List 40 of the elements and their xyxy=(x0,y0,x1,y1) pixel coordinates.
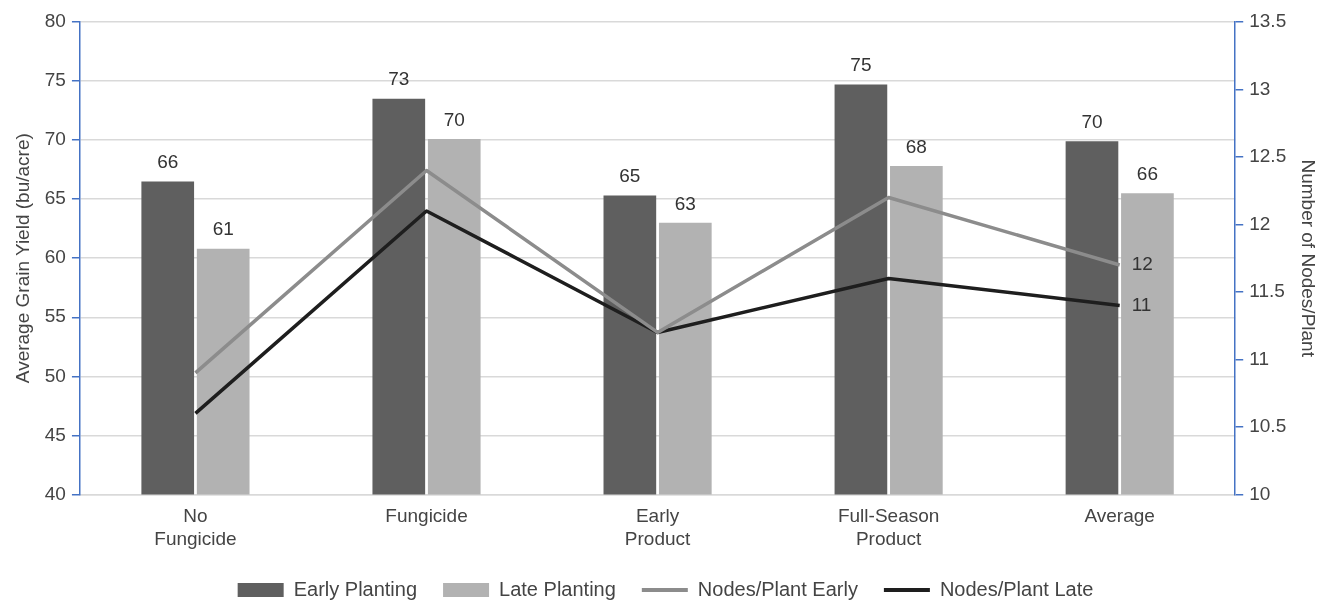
y-tick-label: 55 xyxy=(44,305,66,327)
x-tick-label: Average xyxy=(1084,505,1155,527)
data-label: 70 xyxy=(443,108,465,130)
y-tick-label: 75 xyxy=(44,69,66,91)
y-tick-label: 65 xyxy=(44,187,66,209)
y-tick-label: 80 xyxy=(44,10,66,32)
x-tick-label: Early Product xyxy=(624,505,692,549)
y2-axis-title: Number of Nodes/Plant xyxy=(1298,159,1320,358)
y2-tick-label: 12.5 xyxy=(1249,145,1287,167)
x-tick-label: No Fungicide xyxy=(154,505,237,549)
data-label: 65 xyxy=(619,165,641,187)
data-label: 73 xyxy=(388,68,410,90)
data-label: 68 xyxy=(905,135,927,157)
y2-tick-label: 10.5 xyxy=(1249,415,1287,437)
data-label: 61 xyxy=(212,218,234,240)
data-label: 11 xyxy=(1131,293,1152,315)
legend-label: Late Planting xyxy=(499,577,616,600)
data-label: 66 xyxy=(157,151,179,173)
legend-label: Nodes/Plant Early xyxy=(697,577,858,600)
data-label: 75 xyxy=(850,54,872,76)
legend-label: Nodes/Plant Late xyxy=(939,577,1094,600)
y2-tick-label: 13 xyxy=(1249,77,1271,99)
data-label: 12 xyxy=(1131,253,1153,275)
y-tick-label: 50 xyxy=(44,364,66,386)
y2-tick-label: 10 xyxy=(1249,482,1271,504)
y-tick-label: 45 xyxy=(44,423,66,445)
y-tick-label: 70 xyxy=(44,128,66,150)
y-tick-label: 60 xyxy=(44,246,66,268)
y2-tick-label: 12 xyxy=(1249,212,1271,234)
data-label: 70 xyxy=(1081,111,1103,133)
y2-tick-label: 11 xyxy=(1249,347,1269,369)
x-tick-label: Fungicide xyxy=(385,505,468,527)
y-axis-title: Average Grain Yield (bu/acre) xyxy=(11,133,33,384)
data-label: 66 xyxy=(1136,162,1158,184)
legend-label: Early Planting xyxy=(293,577,418,600)
y2-tick-label: 11.5 xyxy=(1249,280,1285,302)
data-label: 63 xyxy=(674,192,696,214)
y2-tick-label: 13.5 xyxy=(1249,10,1287,32)
y-tick-label: 40 xyxy=(44,482,66,504)
x-tick-label: Full-Season Product xyxy=(837,505,940,549)
